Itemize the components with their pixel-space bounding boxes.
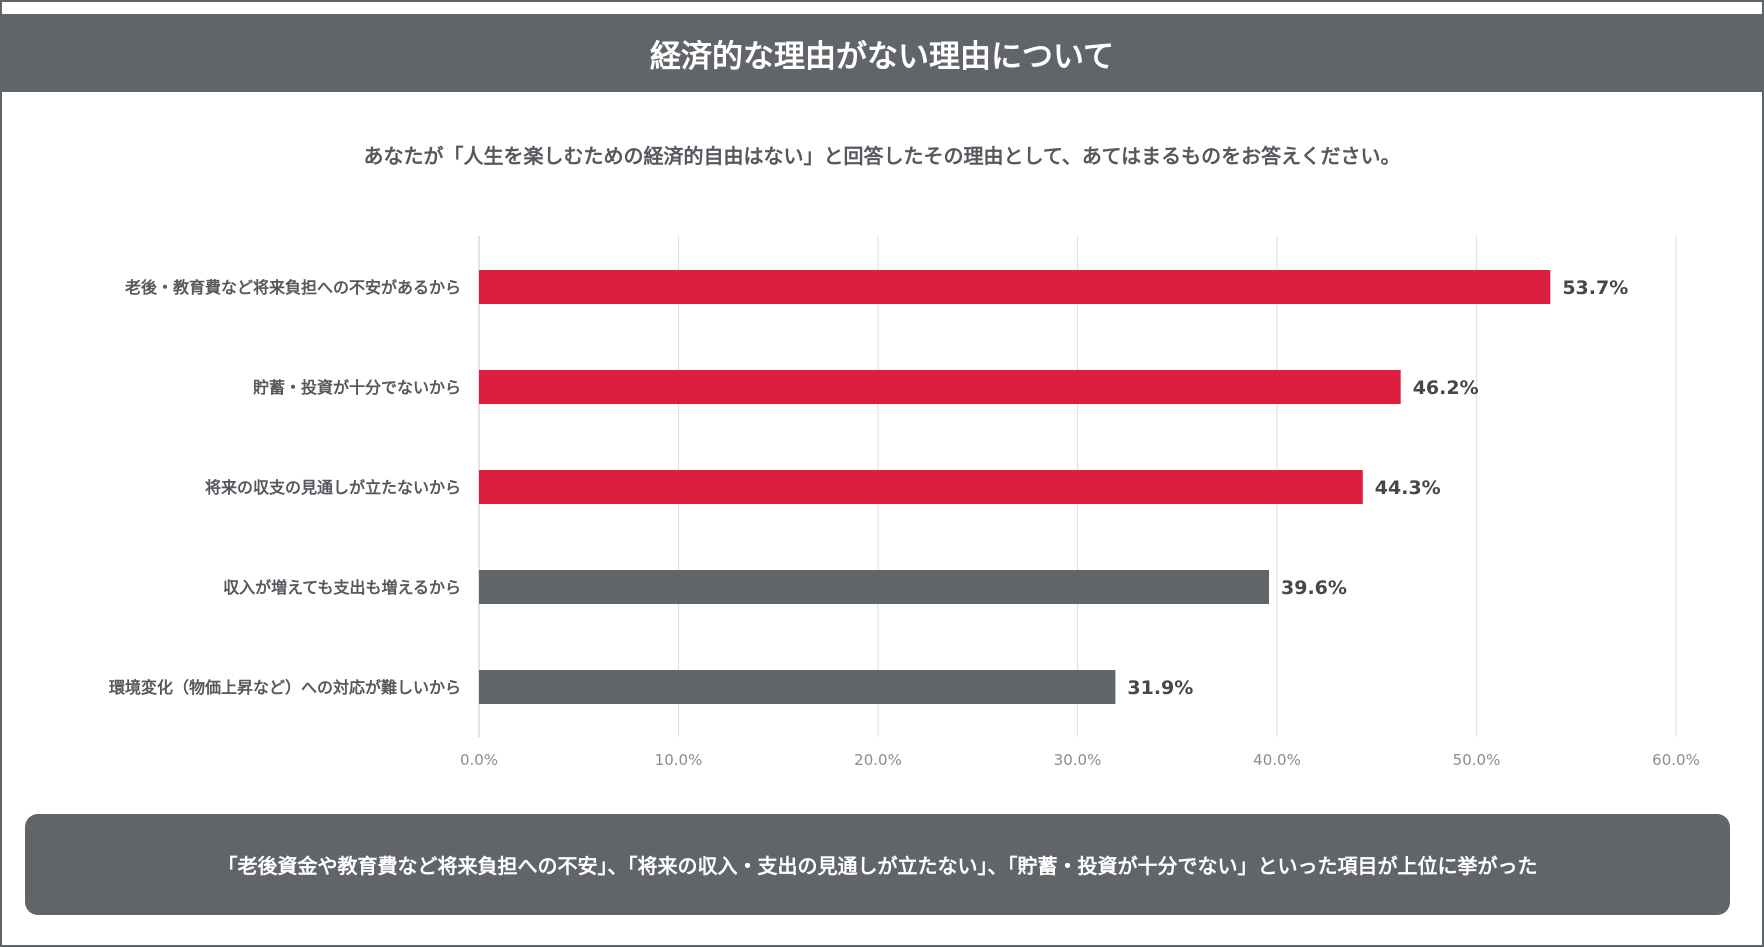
value-label: 39.6%: [1281, 577, 1347, 599]
category-label: 老後・教育費など将来負担への不安があるから: [124, 278, 461, 297]
x-tick-label: 10.0%: [655, 751, 703, 769]
bar: [479, 370, 1401, 404]
x-tick-label: 40.0%: [1253, 751, 1301, 769]
bar: [479, 670, 1116, 704]
survey-question: あなたが「人生を楽しむための経済的自由はない」と回答したその理由として、あてはま…: [363, 144, 1401, 168]
x-tick-label: 0.0%: [460, 751, 498, 769]
bar: [479, 570, 1270, 604]
x-tick-label: 30.0%: [1054, 751, 1102, 769]
category-label: 将来の収支の見通しが立たないから: [205, 478, 461, 497]
bar-chart: 0.0% 10.0% 20.0% 30.0% 40.0% 50.0% 60.0% 老後・教育費…: [109, 236, 1700, 769]
value-label: 31.9%: [1127, 677, 1193, 699]
x-tick-label: 60.0%: [1652, 751, 1700, 769]
category-label: 環境変化（物価上昇など）への対応が難しいから: [109, 678, 461, 697]
category-label: 収入が増えても支出も増えるから: [223, 578, 461, 597]
category-label: 貯蓄・投資が十分でないから: [253, 378, 461, 397]
bar: [479, 470, 1363, 504]
page-title: 経済的な理由がない理由について: [2, 14, 1762, 92]
value-label: 46.2%: [1413, 377, 1479, 399]
value-label: 44.3%: [1375, 477, 1441, 499]
x-tick-label: 50.0%: [1453, 751, 1501, 769]
value-label: 53.7%: [1562, 277, 1628, 299]
x-tick-label: 20.0%: [854, 751, 902, 769]
bar: [479, 270, 1551, 304]
summary-box: 「老後資金や教育費など将来負担への不安」、「将来の収入・支出の見通しが立たない」…: [25, 814, 1730, 915]
